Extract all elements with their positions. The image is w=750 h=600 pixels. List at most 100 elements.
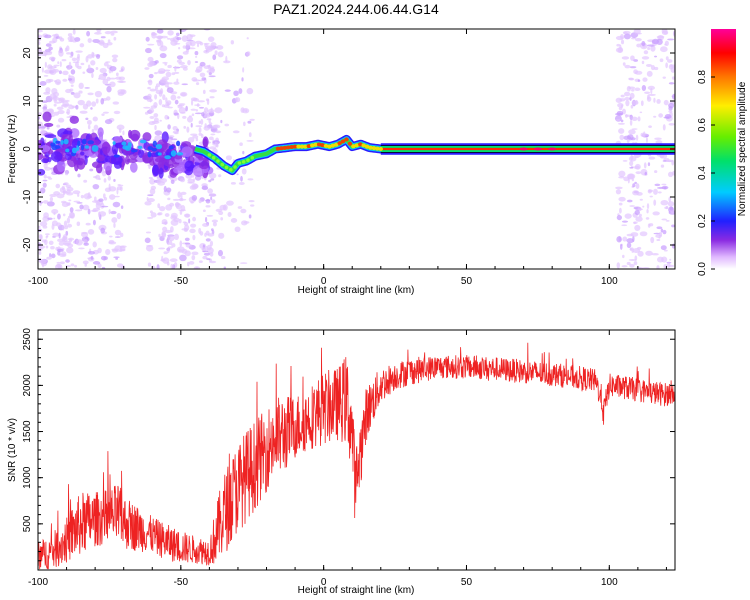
noise-speck (661, 218, 668, 221)
noise-speck (619, 134, 625, 141)
noise-speck (144, 237, 151, 244)
noise-speck (227, 212, 232, 217)
noise-speck (165, 204, 173, 211)
noise-speck (188, 115, 193, 118)
noise-speck (208, 136, 214, 141)
noise-speck (60, 251, 67, 257)
snr-ytick-label: 500 (22, 515, 33, 532)
noise-speck (118, 76, 126, 81)
noise-speck (653, 188, 658, 195)
noise-speck (91, 101, 97, 107)
noise-speck (220, 119, 223, 124)
signal-blob (44, 134, 57, 139)
noise-speck (187, 136, 195, 143)
noise-speck (241, 77, 244, 82)
noise-speck (654, 170, 658, 174)
noise-speck (74, 37, 81, 42)
noise-speck (82, 204, 90, 211)
noise-speck (234, 226, 241, 233)
signal-blob (47, 156, 52, 163)
noise-speck (161, 104, 166, 108)
noise-speck (157, 40, 162, 47)
noise-speck (198, 106, 205, 109)
noise-speck (621, 265, 628, 268)
noise-speck (658, 236, 661, 239)
noise-speck (648, 223, 654, 227)
noise-speck (179, 177, 186, 183)
noise-speck (190, 223, 197, 228)
signal-core (130, 149, 138, 153)
noise-speck (656, 186, 665, 189)
noise-speck (146, 98, 153, 102)
noise-speck (190, 97, 198, 102)
noise-speck (41, 100, 48, 103)
noise-speck (159, 52, 167, 59)
noise-speck (627, 173, 636, 180)
noise-speck (70, 51, 74, 57)
noise-speck (54, 66, 57, 68)
noise-speck (92, 241, 97, 248)
noise-speck (649, 195, 653, 198)
noise-speck (72, 29, 76, 35)
noise-speck (248, 214, 252, 219)
ridge-hotspot (275, 146, 281, 151)
noise-speck (38, 41, 41, 45)
ridge-hotspot (354, 143, 359, 148)
noise-speck (635, 99, 638, 105)
noise-speck (201, 77, 206, 81)
noise-speck (50, 246, 55, 250)
noise-speck (45, 245, 49, 249)
noise-speck (648, 125, 652, 128)
noise-speck (190, 108, 197, 111)
noise-speck (201, 112, 205, 117)
noise-speck (145, 231, 151, 234)
noise-speck (637, 79, 641, 82)
noise-speck (208, 75, 216, 78)
ridge-hotspot (330, 143, 335, 148)
noise-speck (662, 229, 667, 235)
noise-speck (74, 264, 78, 268)
noise-speck (179, 240, 183, 247)
noise-speck (68, 74, 71, 78)
snr-ytick-label: 2500 (22, 328, 33, 351)
noise-speck (246, 37, 249, 40)
ridge-hotspot (371, 146, 377, 151)
noise-speck (86, 195, 93, 199)
signal-blob (128, 129, 133, 139)
noise-speck (626, 233, 634, 237)
noise-speck (153, 113, 159, 118)
noise-speck (616, 43, 621, 47)
noise-speck (76, 202, 83, 204)
noise-speck (177, 104, 185, 107)
noise-speck (240, 262, 248, 264)
noise-speck (60, 200, 67, 204)
noise-speck (56, 261, 61, 264)
noise-speck (87, 38, 92, 44)
colorbar-tick-label: 0.8 (697, 70, 708, 84)
noise-speck (170, 138, 178, 141)
noise-speck (671, 76, 675, 80)
noise-speck (615, 186, 623, 190)
noise-speck (87, 64, 91, 70)
noise-speck (163, 251, 168, 255)
noise-speck (78, 247, 85, 250)
noise-speck (166, 87, 174, 94)
noise-speck (61, 58, 67, 62)
signal-blob (129, 162, 138, 173)
noise-speck (243, 221, 250, 224)
noise-speck (662, 124, 666, 131)
noise-speck (98, 73, 107, 81)
noise-speck (661, 29, 665, 34)
signal-core (176, 140, 181, 147)
noise-speck (49, 56, 56, 61)
noise-speck (646, 203, 650, 210)
ridge-hotspot (250, 156, 255, 160)
noise-speck (119, 70, 124, 73)
noise-speck (186, 116, 194, 123)
ridge-hotspot (519, 147, 528, 151)
noise-speck (181, 228, 189, 231)
noise-speck (643, 162, 647, 169)
snr-xtick-label: -50 (174, 577, 189, 588)
noise-speck (620, 39, 625, 45)
noise-speck (192, 135, 199, 139)
